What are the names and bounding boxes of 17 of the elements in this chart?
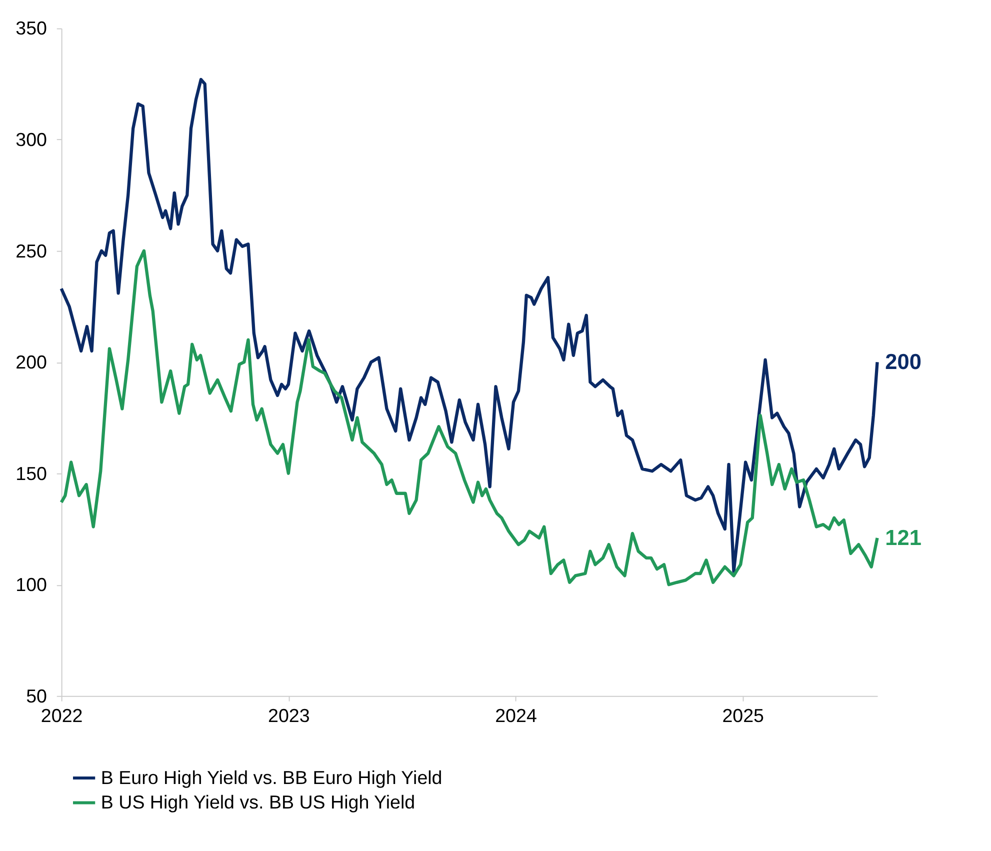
y-tick-label: 200 [16,352,47,373]
annotation: 121 [885,524,922,550]
y-tick-label: 350 [16,18,47,39]
y-tick-label: 50 [26,685,47,706]
legend-label: B Euro High Yield vs. BB Euro High Yield [100,766,442,788]
legend-label: B US High Yield vs. BB US High Yield [100,792,416,813]
x-tick-label: 2023 [268,705,310,726]
x-tick-label: 2025 [722,705,764,726]
y-tick-label: 100 [16,574,47,596]
annotation: 200 [885,349,922,374]
x-tick-label: 2022 [40,705,83,726]
y-tick-label: 300 [16,128,47,150]
x-tick-label: 2024 [495,705,537,726]
line-series [60,249,879,586]
line-series [60,78,879,573]
y-tick-label: 250 [16,240,47,262]
y-tick-label: 150 [16,462,47,484]
